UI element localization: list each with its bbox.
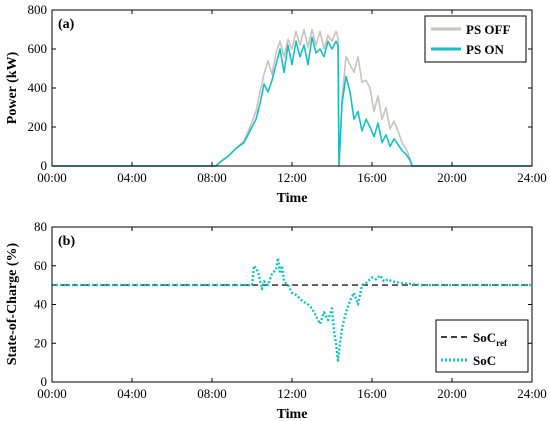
panel-b-x-tick-label: 08:00: [197, 386, 227, 401]
panel-a-x-tick-label: 12:00: [277, 170, 307, 185]
panel-b-series-line-soc: [52, 256, 532, 362]
panel-b-x-tick-label: 16:00: [357, 386, 387, 401]
panel-b-x-tick-label: 04:00: [117, 386, 147, 401]
panel-a-series: [52, 28, 532, 167]
panel-b-x-tick-label: 00:00: [37, 386, 67, 401]
panel-a-y-axis-label: Power (kW): [5, 51, 20, 124]
panel-a-y-tick-label: 800: [28, 2, 48, 17]
panel-a-x-ticks: 00:00 04:00 08:00 12:00 16:00 20:00 24:00: [37, 10, 547, 185]
panel-a-x-tick-label: 24:00: [517, 170, 547, 185]
legend-soc-label: SoC: [473, 353, 496, 368]
panel-b-y-tick-label: 0: [41, 374, 48, 389]
panel-b-x-tick-label: 24:00: [517, 386, 547, 401]
panel-a-x-tick-label: 16:00: [357, 170, 387, 185]
panel-a-label: (a): [58, 17, 75, 32]
panel-a-series-line-ps-off: [52, 28, 532, 167]
panel-a-x-tick-label: 04:00: [117, 170, 147, 185]
panel-a-y-ticks: 0 200 400 600 800: [28, 2, 532, 173]
panel-b-x-tick-label: 20:00: [437, 386, 467, 401]
panel-b-label: (b): [58, 234, 75, 249]
panel-b-x-tick-label: 12:00: [277, 386, 307, 401]
panel-b-y-tick-label: 80: [34, 219, 47, 234]
panel-a-x-tick-label: 00:00: [37, 170, 67, 185]
panel-a-y-tick-label: 200: [28, 119, 48, 134]
panel-b-x-ticks: 00:00 04:00 08:00 12:00 16:00 20:00 24:00: [37, 227, 547, 401]
panel-a-series-line-ps-on: [52, 36, 532, 167]
panel-a-y-tick-label: 0: [41, 158, 48, 173]
panel-b-y-tick-label: 40: [34, 297, 47, 312]
panel-b-y-tick-label: 20: [34, 335, 47, 350]
panel-b: 00:00 04:00 08:00 12:00 16:00 20:00 24:00 0 20 4…: [5, 219, 547, 421]
panel-b-series: [52, 256, 532, 362]
panel-b-legend-box: [435, 319, 529, 373]
panel-a-x-tick-label: 08:00: [197, 170, 227, 185]
panel-b-legend: SoCref SoC: [435, 319, 529, 373]
panel-b-x-axis-label: Time: [277, 407, 308, 421]
panel-b-y-tick-label: 60: [34, 258, 47, 273]
panel-a-x-axis-label: Time: [277, 191, 308, 206]
panel-b-y-ticks: 0 20 40 60 80: [34, 219, 532, 389]
legend-soc-ref-base: SoC: [473, 330, 496, 345]
panel-a-legend: PS OFF PS ON: [424, 15, 527, 63]
panel-a-y-tick-label: 600: [28, 41, 48, 56]
panel-a-x-tick-label: 20:00: [437, 170, 467, 185]
legend-ps-off-label: PS OFF: [466, 22, 510, 37]
panel-a-legend-box: [424, 15, 527, 63]
panel-a: 00:00 04:00 08:00 12:00 16:00 20:00 24:00 0 200…: [5, 2, 547, 206]
panel-b-y-axis-label: State-of-Charge (%): [5, 242, 20, 365]
legend-soc-ref-subscript: ref: [496, 338, 508, 348]
legend-soc-ref-label: SoCref: [473, 330, 508, 348]
legend-ps-on-label: PS ON: [466, 42, 505, 57]
panel-a-y-tick-label: 400: [28, 80, 48, 95]
